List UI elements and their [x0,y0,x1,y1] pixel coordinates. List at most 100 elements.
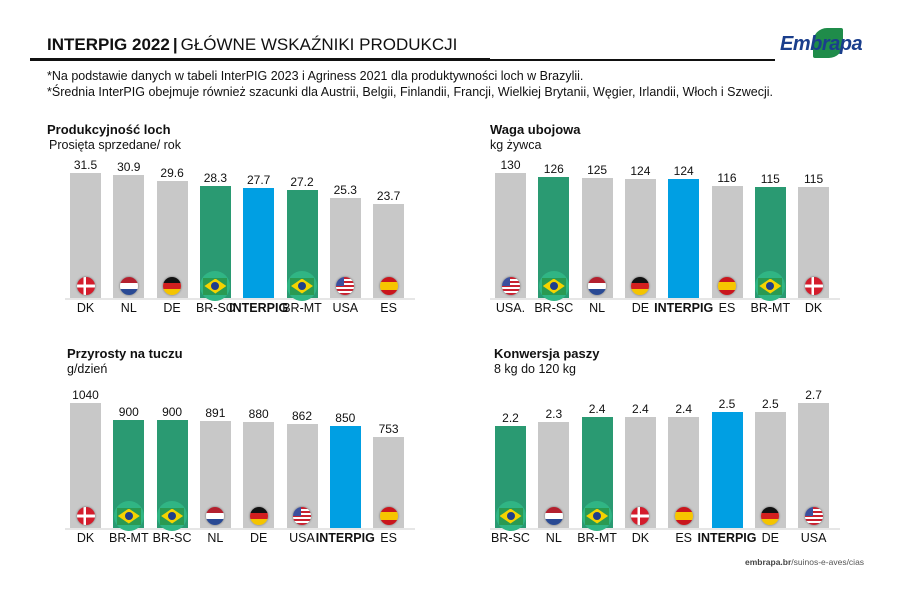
embrapa-logo: Embrapa [780,28,863,58]
category-label: DE [761,531,779,545]
value-label: 125 [587,162,608,177]
chart-produkcyjnosc-loch: 31.5 DK 30.9 NL 29.6 DE 28.3 BR-SC 27.7 INTERPIG 2… [65,150,415,315]
category-label: USA [332,301,359,315]
chart2-title: Waga ubojowa [490,122,581,137]
category-label: INTERPIG [315,531,375,545]
value-label: 116 [717,171,737,186]
value-label: 23.7 [376,188,401,203]
value-label: 25.3 [333,182,357,197]
flag-nl-icon [544,507,563,525]
category-label: BR-SC [491,531,530,545]
category-label: BR-MT [750,301,791,315]
category-label: BR-SC [152,531,192,545]
flag-br-icon [203,277,228,295]
flag-usa-icon [804,507,823,525]
category-label: NL [589,301,606,315]
value-label: 2.5 [761,397,779,412]
title-bold: INTERPIG 2022 [47,35,170,54]
value-label: 900 [162,404,183,419]
value-label: 2.5 [718,397,736,412]
footer-path: /suinos-e-aves/cias [791,557,865,567]
flag-de-icon [761,507,780,525]
value-label: 2.7 [805,388,822,402]
flag-br-icon [290,277,314,295]
chart4-subtitle: 8 kg do 120 kg [494,362,577,376]
value-label: 753 [378,422,399,437]
value-label: 30.9 [117,160,141,175]
flag-nl-icon [588,277,607,295]
category-label: INTERPIG [654,301,714,315]
value-label: 2.4 [588,401,606,416]
value-label: 2.2 [502,411,519,426]
flag-nl-icon [119,277,138,295]
category-label: DE [163,301,181,315]
value-label: 880 [248,407,269,422]
flag-nl-icon [206,507,225,525]
category-label: BR-MT [282,301,322,315]
baseline [490,298,840,300]
chart3-subtitle: g/dzień [67,362,108,376]
category-label: NL [120,301,137,315]
chart3-title: Przyrosty na tuczu [67,346,183,361]
flag-br-icon [116,507,141,525]
category-label: ES [675,531,693,545]
category-label: ES [380,531,397,545]
bar-interpig [668,178,700,298]
flag-dk-icon [631,507,650,525]
footer-url: embrapa.br/suinos-e-aves/cias [745,557,864,567]
category-label: DK [804,301,823,315]
category-label: BR-MT [109,531,149,545]
value-label: 115 [804,172,824,187]
value-label: 31.5 [73,158,98,172]
bar-interpig [243,188,275,298]
chart4-title: Konwersja paszy [494,346,600,361]
chart-konwersja-paszy: 2.2 BR-SC 2.3 NL 2.4 BR-MT 2.4 DK 2.4 ES 2.5 INTERP… [490,380,840,545]
category-label: ES [718,301,736,315]
category-label: DK [631,531,650,545]
flag-usa-icon [293,507,311,525]
value-label: 27.7 [247,173,271,188]
category-label: BR-SC [195,301,235,315]
flag-es-icon [379,507,398,525]
chart-waga-ubojowa: 130 USA. 126 BR-SC 125 NL 124 DE 124 INTERPIG 116 E… [490,150,840,315]
value-label: 27.2 [290,175,314,190]
chart1-title: Produkcyjność loch [47,122,171,137]
flag-br-icon [498,507,523,525]
value-label: 115 [760,172,780,187]
baseline [65,528,415,530]
value-label: 1040 [72,388,99,402]
flag-br-icon [758,277,783,295]
flag-dk-icon [804,277,823,295]
logo-text: Embrapa [780,33,863,55]
flag-es-icon [379,277,398,295]
baseline [490,528,840,530]
value-label: 862 [291,409,313,424]
flag-es-icon [718,277,736,295]
flag-de-icon [163,277,182,295]
value-label: 124 [673,163,694,178]
value-label: 2.4 [675,401,693,416]
category-label: BR-MT [577,531,617,545]
category-label: DK [76,301,95,315]
flag-br-icon [160,507,185,525]
flag-usa-icon [501,277,520,295]
flag-dk-icon [76,277,95,295]
chart2-subtitle: kg żywca [490,138,542,152]
category-label: DE [631,301,650,315]
title-separator: | [172,35,178,54]
category-label: INTERPIG [697,531,757,545]
note-2: *Średnia InterPIG obejmuje również szacu… [47,85,773,99]
value-label: 124 [630,163,651,178]
category-label: NL [545,531,562,545]
flag-de-icon [249,507,268,525]
bar-interpig [711,412,743,528]
category-label: DK [76,531,95,545]
flag-br-icon [585,507,610,525]
category-label: ES [380,301,397,315]
baseline [65,298,415,300]
bar-interpig [329,425,361,528]
category-label: NL [207,531,224,545]
value-label: 130 [500,158,521,172]
flag-br-icon [541,277,566,295]
value-label: 126 [543,161,564,176]
